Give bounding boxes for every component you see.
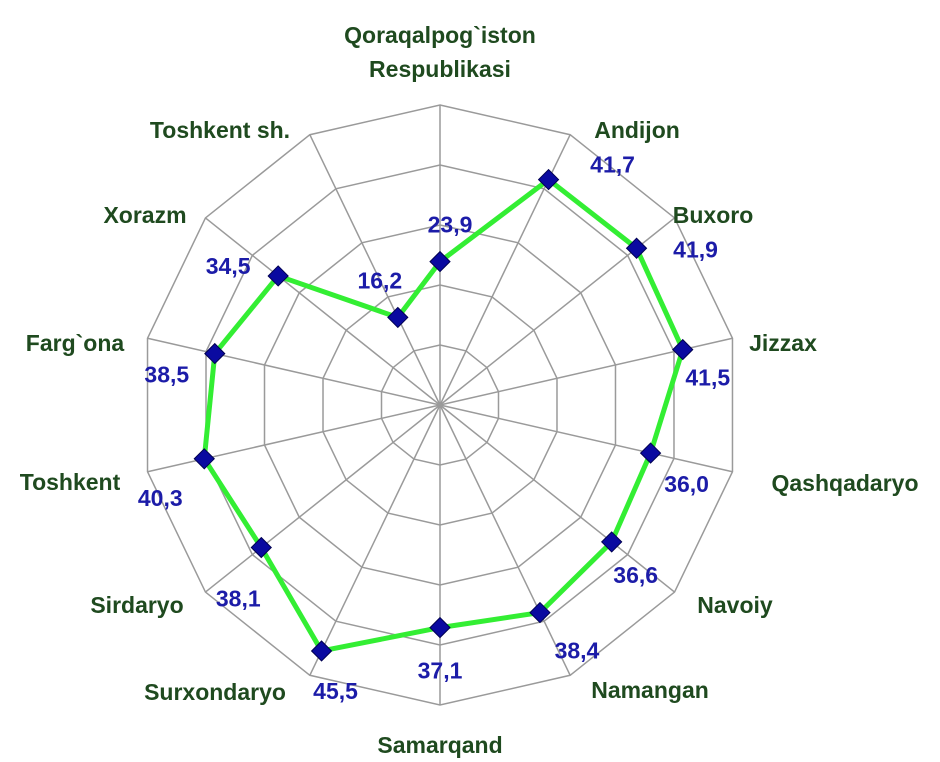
spoke (439, 404, 571, 676)
spoke (309, 134, 441, 406)
data-marker (267, 265, 289, 287)
value-label: 36,6 (613, 562, 658, 588)
spoke (204, 217, 441, 406)
category-label: Qoraqalpog`iston Respublikasi (344, 22, 536, 82)
category-label: Toshkent (19, 469, 121, 495)
value-label: 23,9 (428, 212, 473, 238)
data-marker (429, 250, 451, 273)
spoke (204, 404, 441, 593)
spoke (147, 337, 441, 406)
value-label: 34,5 (206, 253, 251, 279)
value-label: 38,4 (555, 638, 600, 664)
category-label: Jizzax (749, 330, 817, 356)
data-marker (250, 536, 272, 559)
data-marker (625, 237, 648, 259)
category-label: Surxondaryo (144, 679, 286, 705)
data-marker (387, 306, 409, 329)
value-label: 16,2 (357, 268, 402, 294)
category-label: Navoiy (697, 592, 773, 618)
category-label: Namangan (591, 677, 709, 703)
category-label: Sirdaryo (90, 592, 184, 618)
data-marker (193, 448, 215, 470)
value-label: 41,5 (685, 365, 730, 391)
data-line (201, 177, 686, 654)
category-label: Farg`ona (25, 330, 125, 356)
value-label: 37,1 (418, 658, 463, 684)
data-marker (600, 531, 623, 553)
spoke (309, 404, 441, 676)
data-marker (537, 168, 560, 191)
value-label: 41,9 (673, 236, 718, 262)
data-marker (639, 442, 662, 464)
data-marker (429, 616, 451, 639)
category-label: Andijon (594, 117, 680, 143)
category-label: Xorazm (103, 202, 187, 228)
data-marker (310, 640, 333, 662)
value-label: 41,7 (590, 152, 635, 178)
value-label: 40,3 (138, 485, 183, 511)
spoke (147, 404, 441, 473)
value-label: 38,1 (216, 586, 261, 612)
value-label: 38,5 (144, 362, 189, 388)
value-label: 36,0 (664, 471, 709, 497)
data-marker (529, 601, 551, 624)
spoke (439, 404, 733, 473)
category-label: Qashqadaryo (771, 470, 919, 496)
data-marker (204, 342, 226, 365)
category-label: Samarqand (377, 732, 503, 758)
category-label: Buxoro (672, 202, 754, 228)
category-label: Toshkent sh. (149, 117, 291, 143)
spoke (439, 404, 676, 593)
value-label: 45,5 (313, 678, 358, 704)
data-marker (672, 338, 694, 361)
